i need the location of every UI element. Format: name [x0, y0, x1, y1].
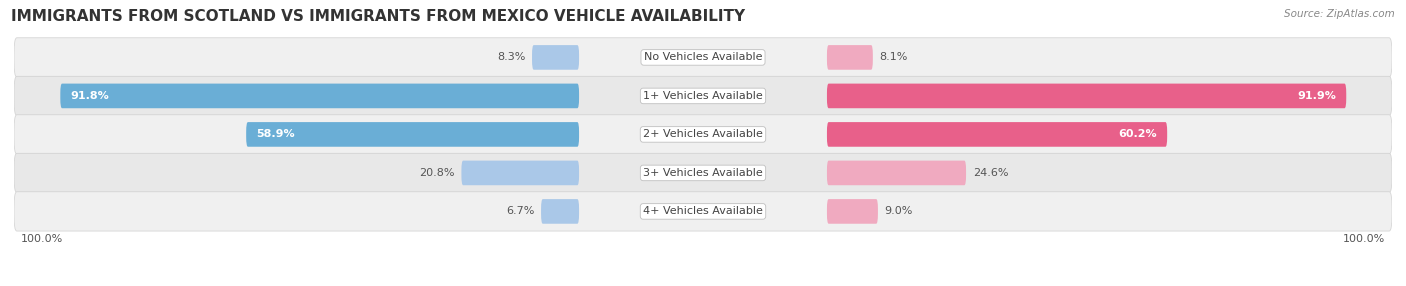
Text: 4+ Vehicles Available: 4+ Vehicles Available [643, 206, 763, 217]
FancyBboxPatch shape [461, 161, 579, 185]
Text: 91.8%: 91.8% [70, 91, 110, 101]
Text: 8.1%: 8.1% [880, 52, 908, 62]
Text: 2+ Vehicles Available: 2+ Vehicles Available [643, 130, 763, 139]
FancyBboxPatch shape [827, 122, 1167, 147]
Text: 60.2%: 60.2% [1118, 130, 1157, 139]
FancyBboxPatch shape [14, 192, 1392, 231]
Text: 58.9%: 58.9% [256, 130, 295, 139]
Text: 8.3%: 8.3% [496, 52, 526, 62]
FancyBboxPatch shape [541, 199, 579, 224]
FancyBboxPatch shape [60, 84, 579, 108]
Text: 100.0%: 100.0% [1343, 234, 1385, 244]
FancyBboxPatch shape [827, 84, 1347, 108]
Text: 100.0%: 100.0% [21, 234, 63, 244]
Text: 24.6%: 24.6% [973, 168, 1008, 178]
Text: 3+ Vehicles Available: 3+ Vehicles Available [643, 168, 763, 178]
Text: 20.8%: 20.8% [419, 168, 454, 178]
Text: 1+ Vehicles Available: 1+ Vehicles Available [643, 91, 763, 101]
Text: 91.9%: 91.9% [1296, 91, 1336, 101]
FancyBboxPatch shape [827, 45, 873, 70]
FancyBboxPatch shape [14, 38, 1392, 77]
Text: Source: ZipAtlas.com: Source: ZipAtlas.com [1284, 9, 1395, 19]
FancyBboxPatch shape [531, 45, 579, 70]
FancyBboxPatch shape [827, 161, 966, 185]
FancyBboxPatch shape [246, 122, 579, 147]
FancyBboxPatch shape [14, 153, 1392, 192]
FancyBboxPatch shape [827, 199, 877, 224]
Text: 6.7%: 6.7% [506, 206, 534, 217]
Text: IMMIGRANTS FROM SCOTLAND VS IMMIGRANTS FROM MEXICO VEHICLE AVAILABILITY: IMMIGRANTS FROM SCOTLAND VS IMMIGRANTS F… [11, 9, 745, 23]
Text: 9.0%: 9.0% [884, 206, 912, 217]
Text: No Vehicles Available: No Vehicles Available [644, 52, 762, 62]
FancyBboxPatch shape [14, 76, 1392, 116]
FancyBboxPatch shape [14, 115, 1392, 154]
